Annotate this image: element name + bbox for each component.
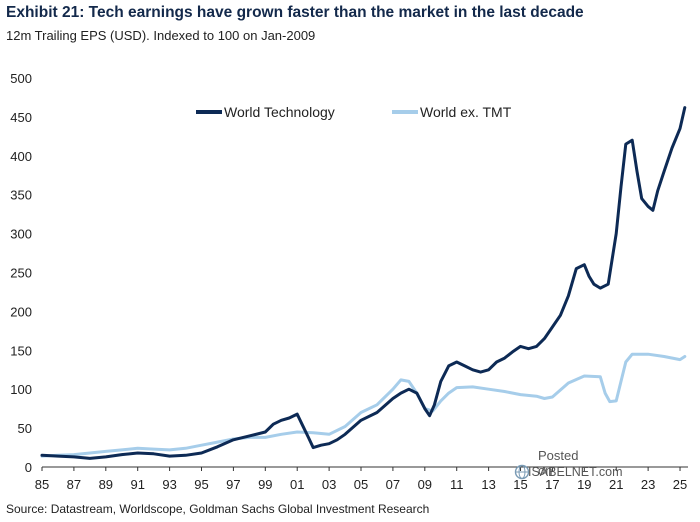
y-tick-label: 0 (25, 460, 32, 475)
x-tick-label: 21 (609, 477, 623, 492)
y-tick-label: 400 (10, 149, 32, 164)
x-tick-label: 93 (162, 477, 176, 492)
x-tick-label: 05 (354, 477, 368, 492)
x-tick-label: 91 (130, 477, 144, 492)
x-tick-label: 99 (258, 477, 272, 492)
series-line-world-technology (40, 106, 687, 460)
y-tick-label: 50 (18, 421, 32, 436)
x-tick-label: 13 (481, 477, 495, 492)
y-tick-label: 300 (10, 227, 32, 242)
x-tick-label: 01 (290, 477, 304, 492)
x-tick-label: 19 (577, 477, 591, 492)
chart-title: Exhibit 21: Tech earnings have grown fas… (6, 4, 584, 21)
y-tick-label: 500 (10, 71, 32, 86)
watermark-site-text: ISABELNET.com (528, 465, 623, 479)
x-tick-label: 15 (513, 477, 527, 492)
x-tick-label: 95 (194, 477, 208, 492)
x-tick-label: 03 (322, 477, 336, 492)
y-tick-label: 150 (10, 343, 32, 358)
legend-label: World Technology (224, 104, 335, 120)
x-tick-label: 85 (35, 477, 49, 492)
x-tick-label: 23 (641, 477, 655, 492)
watermark-posted-text: Posted on (538, 448, 579, 478)
x-tick-label: 87 (67, 477, 81, 492)
y-tick-label: 100 (10, 382, 32, 397)
x-tick-label: 25 (673, 477, 687, 492)
y-tick-label: 250 (10, 266, 32, 281)
x-tick-label: 89 (99, 477, 113, 492)
globe-icon (514, 464, 530, 480)
legend-label: World ex. TMT (420, 104, 512, 120)
source-note: Source: Datastream, Worldscope, Goldman … (6, 502, 430, 516)
x-tick-label: 07 (386, 477, 400, 492)
x-tick-label: 17 (545, 477, 559, 492)
y-tick-label: 450 (10, 110, 32, 125)
chart-subtitle: 12m Trailing EPS (USD). Indexed to 100 o… (6, 28, 316, 43)
series-line-world-ex-tmt (40, 352, 687, 458)
x-tick-label: 97 (226, 477, 240, 492)
x-tick-label: 11 (450, 477, 464, 492)
y-tick-label: 200 (10, 304, 32, 319)
y-tick-label: 350 (10, 188, 32, 203)
x-tick-label: 09 (418, 477, 432, 492)
